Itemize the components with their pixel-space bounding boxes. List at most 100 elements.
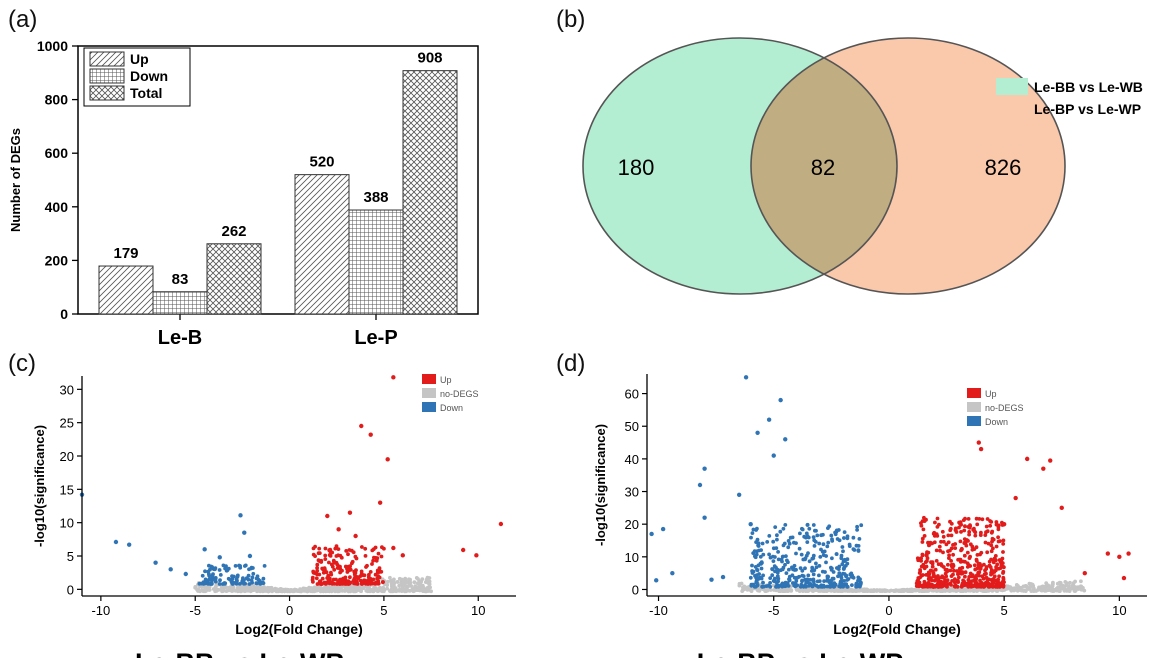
volcano-point-up [385, 457, 390, 462]
volcano-point-up [973, 567, 978, 572]
volcano-point-down [756, 544, 761, 548]
volcano-point-up [994, 522, 999, 527]
volcano-point-up [377, 500, 383, 505]
volcano-point-up [373, 545, 378, 550]
volcano-point-up [321, 570, 326, 575]
volcano-point-up [939, 539, 943, 544]
volcano-point-up [353, 533, 358, 539]
volcano-point-down [849, 571, 854, 576]
volcano-point-up [919, 521, 923, 525]
volcano-point-up [966, 539, 970, 543]
volcano-x-tick-label: -10 [91, 603, 110, 618]
volcano-point-down [836, 574, 840, 579]
volcano-point-down [792, 563, 797, 568]
volcano-point-nodegs [196, 589, 200, 593]
volcano-point-up [922, 584, 927, 589]
volcano-point-nodegs [1039, 588, 1044, 593]
volcano-point-nodegs [298, 587, 303, 592]
volcano-point-nodegs [424, 587, 429, 592]
volcano-legend-swatch-up [967, 388, 981, 398]
volcano-point-up [974, 516, 979, 521]
volcano-point-down [210, 573, 215, 578]
volcano-point-down [748, 521, 753, 527]
volcano-point-down [218, 573, 223, 577]
volcano-point-nodegs [1055, 581, 1060, 586]
volcano-point-up [987, 559, 992, 564]
volcano-point-nodegs [786, 589, 790, 593]
volcano-point-down [845, 584, 850, 589]
volcano-point-nodegs [1018, 588, 1023, 592]
volcano-point-down [804, 584, 808, 589]
bar-down-le-p [348, 209, 404, 315]
volcano-point-down [768, 584, 773, 589]
volcano-point-nodegs [335, 588, 340, 593]
volcano-point-down [202, 581, 207, 585]
volcano-point-up [966, 517, 971, 521]
volcano-x-axis-title: Log2(Fold Change) [235, 621, 363, 637]
volcano-point-up [948, 568, 953, 573]
volcano-point-down [766, 417, 772, 422]
volcano-point-down [825, 584, 830, 589]
volcano-point-down [217, 568, 222, 572]
volcano-point-down [800, 568, 805, 573]
volcano-point-up [932, 584, 937, 589]
volcano-point-nodegs [892, 589, 897, 593]
volcano-point-up [962, 528, 967, 533]
volcano-point-down [810, 584, 815, 589]
volcano-point-up [949, 559, 953, 563]
volcano-point-nodegs [420, 583, 425, 588]
volcano-point-nodegs [797, 589, 802, 593]
volcano-point-down [806, 573, 811, 578]
volcano-point-nodegs [416, 585, 421, 590]
volcano-point-up [1048, 458, 1053, 463]
volcano-point-nodegs [1023, 584, 1028, 588]
volcano-point-down [697, 482, 703, 488]
volcano-point-down [775, 537, 779, 542]
volcano-point-down [765, 540, 770, 544]
volcano-point-up [327, 548, 332, 553]
volcano-point-down [759, 560, 764, 564]
volcano-point-nodegs [1081, 586, 1085, 590]
volcano-point-nodegs [255, 589, 259, 594]
volcano-point-nodegs [427, 580, 431, 584]
volcano-point-up [989, 572, 993, 577]
volcano-point-nodegs [395, 580, 400, 584]
volcano-point-up [967, 579, 971, 584]
volcano-point-up [958, 539, 963, 544]
volcano-point-down [787, 567, 791, 572]
volcano-point-up [368, 570, 373, 574]
volcano-point-down [247, 553, 253, 559]
volcano-point-down [208, 582, 213, 586]
volcano-point-down [780, 567, 785, 572]
volcano-point-nodegs [402, 589, 407, 594]
volcano-point-up [953, 528, 958, 532]
volcano-point-up [323, 567, 327, 572]
volcano-y-tick-label: 40 [625, 452, 639, 467]
volcano-point-up [989, 530, 994, 535]
volcano-point-nodegs [216, 588, 221, 592]
volcano-point-up [984, 524, 989, 529]
volcano-point-nodegs [358, 589, 363, 593]
volcano-point-down [778, 397, 783, 403]
volcano-point-down [242, 581, 246, 586]
volcano-point-down [241, 576, 245, 581]
volcano-point-up [347, 510, 353, 515]
volcano-point-up [474, 553, 479, 558]
volcano-point-nodegs [343, 587, 348, 592]
volcano-point-nodegs [951, 588, 956, 593]
volcano-point-nodegs [741, 585, 745, 590]
volcano-point-up [377, 575, 382, 580]
volcano-point-down [820, 569, 825, 574]
volcano-point-down [795, 575, 800, 580]
volcano-point-up [953, 577, 957, 581]
volcano-point-up [340, 568, 344, 573]
volcano-point-up [972, 563, 977, 568]
volcano-point-up [948, 526, 953, 531]
volcano-point-up [941, 534, 946, 539]
venn-legend-swatch-right [996, 100, 1028, 117]
volcano-y-tick-label: 25 [60, 416, 74, 431]
volcano-point-down [811, 523, 816, 527]
volcano-point-down [255, 574, 260, 579]
volcano-point-up [932, 530, 937, 535]
volcano-y-tick-label: 0 [632, 582, 639, 597]
